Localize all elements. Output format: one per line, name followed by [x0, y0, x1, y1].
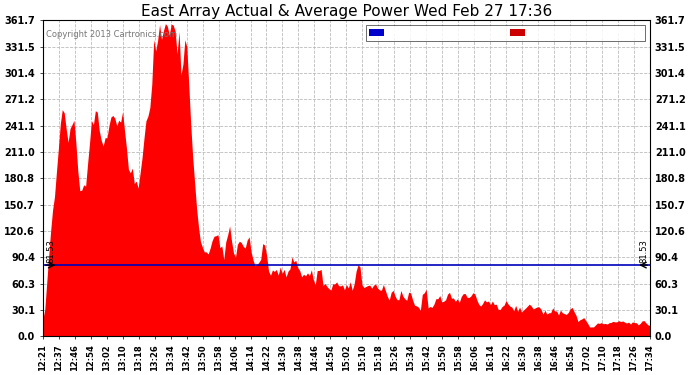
Text: 81.53: 81.53: [46, 240, 55, 263]
Text: Copyright 2013 Cartronics.com: Copyright 2013 Cartronics.com: [46, 30, 177, 39]
Text: 81.53: 81.53: [640, 240, 649, 263]
Legend: Average  (DC Watts), East Array  (DC Watts): Average (DC Watts), East Array (DC Watts…: [366, 25, 645, 41]
Title: East Array Actual & Average Power Wed Feb 27 17:36: East Array Actual & Average Power Wed Fe…: [141, 4, 552, 19]
